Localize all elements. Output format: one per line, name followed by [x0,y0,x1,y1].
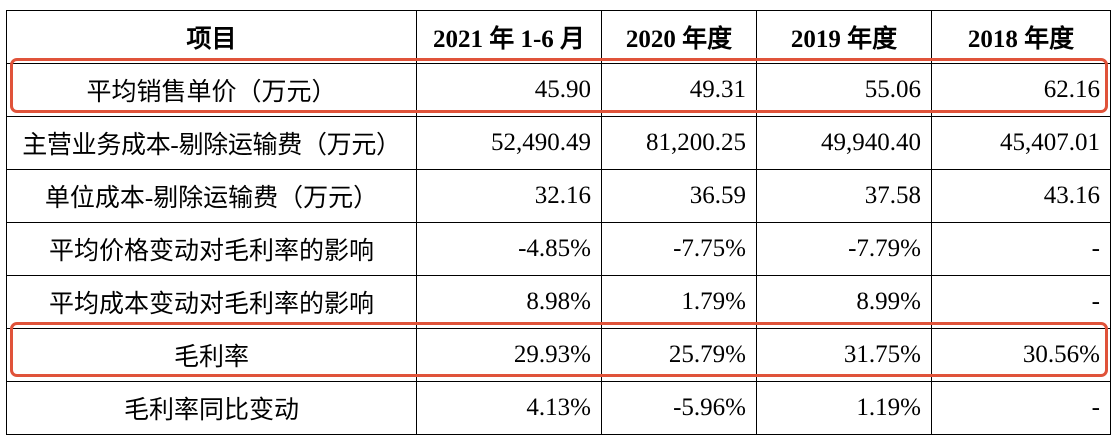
row-label: 平均价格变动对毛利率的影响 [6,222,417,276]
header-item: 项目 [6,10,417,64]
table-cell: 52,490.49 [416,116,602,170]
table-cell: 1.19% [756,381,932,435]
table-row: 毛利率 29.93% 25.79% 31.75% 30.56% [6,328,1111,382]
table-cell: - [931,381,1111,435]
table-cell: 8.98% [416,275,602,329]
table-cell: -5.96% [601,381,757,435]
table-row: 平均销售单价（万元） 45.90 49.31 55.06 62.16 [6,63,1111,117]
table-cell: 62.16 [931,63,1111,117]
header-2018: 2018 年度 [931,10,1111,64]
table-cell: 43.16 [931,169,1111,223]
header-2019: 2019 年度 [756,10,932,64]
header-2021h1: 2021 年 1-6 月 [416,10,602,64]
table-cell: 45,407.01 [931,116,1111,170]
table-cell: -7.79% [756,222,932,276]
table-cell: 29.93% [416,328,602,382]
row-label: 平均销售单价（万元） [6,63,417,117]
table-row: 主营业务成本-剔除运输费（万元） 52,490.49 81,200.25 49,… [6,116,1111,170]
table-cell: -7.75% [601,222,757,276]
table-cell: 49,940.40 [756,116,932,170]
header-row: 项目 2021 年 1-6 月 2020 年度 2019 年度 2018 年度 [6,10,1111,64]
table-cell: 32.16 [416,169,602,223]
row-label: 毛利率 [6,328,417,382]
row-label: 毛利率同比变动 [6,381,417,435]
table-cell: 37.58 [756,169,932,223]
table-cell: 25.79% [601,328,757,382]
table-cell: 49.31 [601,63,757,117]
table-row: 平均成本变动对毛利率的影响 8.98% 1.79% 8.99% - [6,275,1111,329]
row-label: 主营业务成本-剔除运输费（万元） [6,116,417,170]
table-cell: 4.13% [416,381,602,435]
gross-margin-table: 项目 2021 年 1-6 月 2020 年度 2019 年度 2018 年度 … [6,10,1111,435]
table-cell: 36.59 [601,169,757,223]
table-row: 毛利率同比变动 4.13% -5.96% 1.19% - [6,381,1111,435]
row-label: 平均成本变动对毛利率的影响 [6,275,417,329]
table-cell: 55.06 [756,63,932,117]
table-cell: 30.56% [931,328,1111,382]
table-cell: 1.79% [601,275,757,329]
table-cell: 31.75% [756,328,932,382]
table-cell: 8.99% [756,275,932,329]
header-2020: 2020 年度 [601,10,757,64]
table-cell: 81,200.25 [601,116,757,170]
row-label: 单位成本-剔除运输费（万元） [6,169,417,223]
table-cell: - [931,275,1111,329]
table-row: 单位成本-剔除运输费（万元） 32.16 36.59 37.58 43.16 [6,169,1111,223]
table-cell: - [931,222,1111,276]
table-row: 平均价格变动对毛利率的影响 -4.85% -7.75% -7.79% - [6,222,1111,276]
table-cell: -4.85% [416,222,602,276]
table-cell: 45.90 [416,63,602,117]
